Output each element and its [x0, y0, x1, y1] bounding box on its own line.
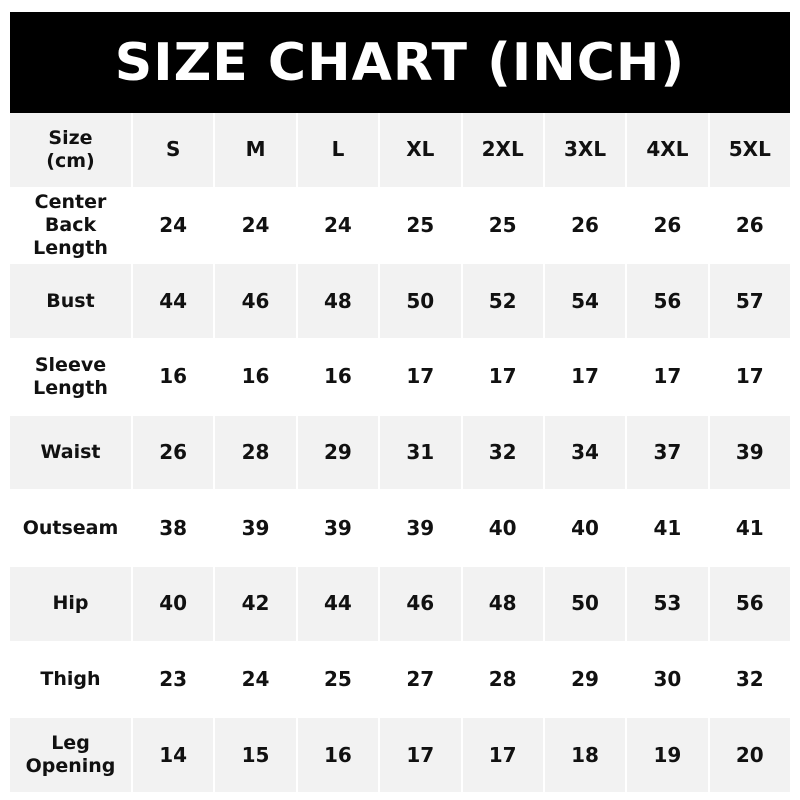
measurement-value: 23	[159, 666, 188, 691]
measurement-value: 26	[735, 212, 764, 237]
measurement-value: 56	[627, 264, 708, 338]
measurement-label: Thigh	[40, 667, 101, 690]
measurement-value: 42	[215, 566, 296, 641]
measurement-value: 18	[544, 718, 626, 792]
measurement-label: Hip	[10, 566, 131, 641]
chart-title: SIZE CHART (INCH)	[10, 12, 790, 113]
measurement-label: Bust	[10, 264, 131, 338]
size-column-header: 4XL	[627, 113, 708, 187]
measurement-value: 17	[380, 718, 461, 792]
measurement-value: 52	[462, 264, 543, 338]
measurement-value: 15	[215, 718, 296, 792]
measurement-value: 25	[324, 666, 352, 691]
measurement-value: 56	[709, 566, 790, 641]
measurement-value: 40	[133, 566, 214, 641]
measurement-label: Sleeve Length	[33, 353, 108, 399]
measurement-value: 25	[406, 212, 435, 237]
size-header-label: Size (cm)	[10, 113, 131, 187]
measurement-value: 34	[544, 415, 626, 490]
measurement-value: 48	[297, 264, 379, 338]
measurement-value: 17	[653, 364, 682, 389]
measurement-value: 44	[297, 566, 379, 641]
measurement-value: 46	[380, 566, 461, 641]
measurement-value: 17	[735, 364, 764, 389]
size-column-header: 5XL	[709, 113, 790, 187]
measurement-value: 39	[324, 515, 352, 540]
measurement-value: 24	[241, 666, 270, 691]
measurement-value: 17	[406, 364, 435, 389]
measurement-value: 26	[133, 415, 214, 490]
measurement-value: 16	[241, 364, 270, 389]
measurement-value: 41	[653, 515, 682, 540]
size-column-header: XL	[380, 113, 461, 187]
measurement-value: 24	[159, 212, 188, 237]
measurement-value: 17	[462, 718, 543, 792]
measurement-value: 38	[159, 515, 188, 540]
measurement-value: 54	[544, 264, 626, 338]
size-column-header: M	[215, 113, 296, 187]
size-column-header: S	[133, 113, 214, 187]
measurement-value: 19	[627, 718, 708, 792]
measurement-value: 28	[215, 415, 296, 490]
measurement-label: Outseam	[22, 516, 119, 539]
measurement-value: 39	[241, 515, 270, 540]
measurement-value: 57	[709, 264, 790, 338]
measurement-value: 24	[241, 212, 270, 237]
measurement-value: 44	[133, 264, 214, 338]
measurement-value: 16	[324, 364, 352, 389]
measurement-value: 39	[709, 415, 790, 490]
measurement-value: 24	[324, 212, 352, 237]
size-table: Size (cm) S M L XL 2XL 3XL 4XL 5XL Center Back Le…	[10, 113, 790, 792]
size-column-header: 3XL	[544, 113, 626, 187]
measurement-value: 48	[462, 566, 543, 641]
measurement-value: 14	[133, 718, 214, 792]
measurement-value: 40	[571, 515, 599, 540]
measurement-value: 26	[653, 212, 682, 237]
measurement-value: 29	[571, 666, 599, 691]
measurement-value: 29	[297, 415, 379, 490]
measurement-value: 50	[380, 264, 461, 338]
measurement-value: 28	[488, 666, 517, 691]
measurement-value: 30	[653, 666, 682, 691]
measurement-value: 20	[709, 718, 790, 792]
measurement-value: 46	[215, 264, 296, 338]
measurement-value: 25	[488, 212, 517, 237]
measurement-label: Center Back Length	[33, 190, 108, 259]
measurement-value: 16	[297, 718, 379, 792]
measurement-value: 17	[488, 364, 517, 389]
measurement-value: 31	[380, 415, 461, 490]
measurement-label: Waist	[10, 415, 131, 490]
measurement-value: 37	[627, 415, 708, 490]
measurement-value: 50	[544, 566, 626, 641]
measurement-value: 27	[406, 666, 435, 691]
measurement-value: 39	[406, 515, 435, 540]
measurement-value: 26	[571, 212, 599, 237]
measurement-value: 17	[571, 364, 599, 389]
measurement-value: 16	[159, 364, 188, 389]
size-column-header: L	[297, 113, 379, 187]
measurement-label: Leg Opening	[10, 718, 131, 792]
measurement-value: 41	[735, 515, 764, 540]
measurement-value: 40	[488, 515, 517, 540]
measurement-value: 53	[627, 566, 708, 641]
measurement-value: 32	[462, 415, 543, 490]
measurement-value: 32	[735, 666, 764, 691]
size-column-header: 2XL	[462, 113, 543, 187]
